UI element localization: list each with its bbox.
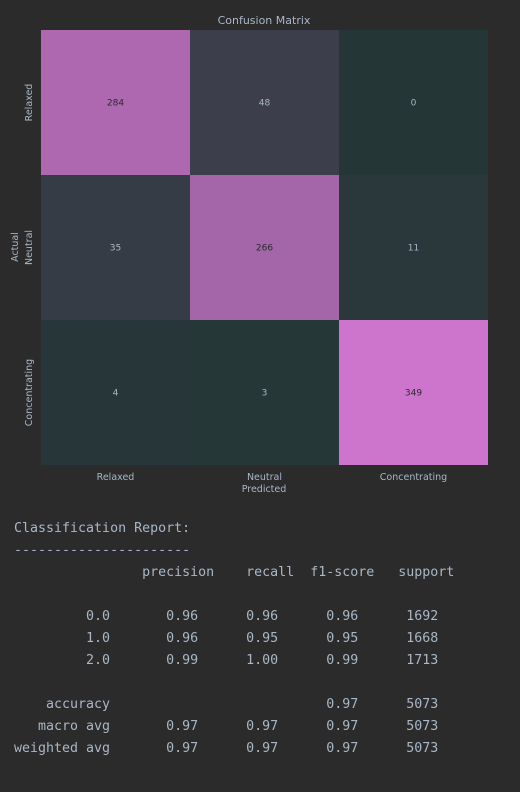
cell-value-label-1-1: 266 [256,244,273,254]
heatmap-cell-2-1 [190,320,339,465]
cell-value-label-0-0: 284 [107,99,124,109]
heatmap-cell-0-2 [339,30,488,175]
report-line: 0.0 0.96 0.96 0.96 1692 [14,609,439,624]
cell-value-label-2-1: 3 [262,389,268,399]
report-line: Classification Report: [14,521,191,536]
report-line: 1.0 0.96 0.95 0.95 1668 [14,631,439,646]
confusion-matrix-chart: Confusion Matrix 284 48 0 35 266 11 4 3 349 Rela… [10,14,488,495]
y-tick-label: Relaxed [24,84,35,122]
heatmap-cell-1-0 [41,175,190,320]
report-line [14,584,454,606]
cell-value-label-0-2: 0 [411,99,417,109]
classification-report: Classification Report: ------------------… [14,518,454,760]
x-tick-labels: Relaxed Neutral Concentrating [97,472,448,483]
heatmap-cell-2-0 [41,320,190,465]
y-tick-label: Neutral [24,230,35,265]
cell-value-label-2-2: 349 [405,389,422,399]
heatmap-cells: 284 48 0 35 266 11 4 3 349 [41,30,488,465]
report-line: macro avg 0.97 0.97 0.97 5073 [14,719,439,734]
report-line [14,672,454,694]
heatmap-cell-0-0 [41,30,190,175]
y-axis-label: Actual [10,232,21,262]
heatmap-cell-0-1 [190,30,339,175]
report-line: weighted avg 0.97 0.97 0.97 5073 [14,741,439,756]
y-tick-label: Concentrating [24,359,35,426]
report-line: accuracy 0.97 5073 [14,697,439,712]
y-tick-labels: Relaxed Neutral Concentrating [24,84,35,427]
report-line: ---------------------- [14,543,191,558]
report-line: precision recall f1-score support [14,565,455,580]
x-axis-label: Predicted [242,484,287,495]
heatmap-cell-1-1 [190,175,339,320]
heatmap-cell-1-2 [339,175,488,320]
cell-value-label-1-0: 35 [110,244,121,254]
cell-value-label-1-2: 11 [408,244,419,254]
cell-value-label-0-1: 48 [259,99,271,109]
x-tick-label: Relaxed [97,472,135,483]
report-line: 2.0 0.99 1.00 0.99 1713 [14,653,439,668]
heatmap-cell-2-2 [339,320,488,465]
cell-value-label-2-0: 4 [113,389,119,399]
x-tick-label: Neutral [247,472,282,483]
x-tick-label: Concentrating [380,472,447,483]
chart-title: Confusion Matrix [218,14,311,27]
